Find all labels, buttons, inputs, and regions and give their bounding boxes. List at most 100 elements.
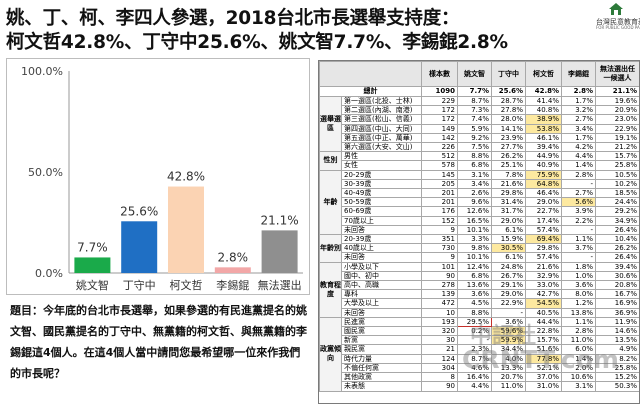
table-cell: 730 [421,243,458,254]
table-cell: 3.6% [457,289,492,300]
table-cell: 1.7% [561,95,596,107]
table-cell: 30.5% [491,243,526,254]
table-cell: 31.0% [525,381,562,392]
table-cell: 3.1% [457,169,492,180]
table-header-cell: 無法選出任一候選人 [595,61,639,87]
table-cell: 8.8% [457,151,492,162]
table-cell: 10 [421,307,458,318]
table-cell: 152 [421,215,458,226]
table-cell: 16.5% [457,215,492,226]
table-cell: 30 [421,335,458,346]
table-cell: 21.6% [491,178,526,190]
table-cell: - [561,178,596,190]
table-cell: 64.8% [525,178,562,190]
table-cell: 3.6% [561,280,596,291]
table-cell: 54.5% [525,298,562,309]
page-title-line2: 柯文哲42.8%、丁守中25.6%、姚文智7.7%、李錫錕2.8% [6,32,508,53]
table-cell: 6.8% [457,160,492,171]
table-cell: 7.3% [457,105,492,116]
table-cell-label: 30-39歲 [341,178,422,190]
table-cell: 29.2% [595,206,639,217]
table-cell: 10.4% [595,234,639,245]
table-cell: 21.6% [525,261,562,272]
table-cell-label: 親民黨 [341,344,422,355]
table-cell: 4.5% [457,298,492,309]
table-cell: 172 [421,105,458,116]
watermark-line2: CRNTT.com [462,345,619,374]
table-cell: 1.4% [561,160,596,171]
table-row: 時代力量 124 8.7% 4.0% 77.8% 1.4% 8.2% [320,353,639,364]
table-row: 未回答 9 10.1% 6.1% 57.4% -26.4% [320,224,639,236]
table-row: 親民黨 21 2.3% 34.4% 51.6% 6.0% 4.9% [320,344,639,355]
watermark-line1: 中評社 [470,324,537,349]
table-cell-label: 40-49歲 [341,188,422,199]
table-row: 第三選區(松山、信義) 172 7.4% 28.0% 38.9% 2.7% 23.0% [320,114,639,125]
table-cell-label: 第六選區(大安、文山) [341,142,422,153]
bar-value-label: 7.7% [77,240,108,254]
table-cell: 3.9% [561,206,596,217]
table-row: 60-69歲 176 12.6% 31.7% 22.7% 3.9% 29.2% [320,206,639,217]
table-cell: 3.7% [561,243,596,254]
table-cell-label: 未表態 [341,381,422,392]
table-cell: 8.8% [457,307,492,318]
table-cell: 5.6% [561,197,596,208]
bar [214,267,251,273]
table-cell: 28.0% [491,114,526,125]
table-cell: 90 [421,381,458,392]
table-cell: 50.3% [595,381,639,392]
table-cell: 25.8% [595,362,639,374]
table-cell: 5.9% [457,123,492,134]
table-cell-label: 60-69歲 [341,206,422,217]
table-cell: 30.6% [595,270,639,282]
table-cell-label: 民進黨 [341,316,422,328]
table-header-cell: 柯文哲 [525,61,562,87]
table-cell: 14.1% [491,123,526,134]
table-cell: 32.9% [525,270,562,282]
table-cell-label: 第四選區(中山、大同) [341,123,422,134]
table-row: 國中、初中 90 6.8% 26.7% 32.9% 1.0% 30.6% [320,270,639,282]
table-cell: 22.7% [525,206,562,217]
table-cell: 29.0% [491,289,526,300]
table-row: 女性 578 6.8% 25.1% 40.9% 1.4% 25.8% [320,160,639,171]
table-cell: 320 [421,326,458,337]
table-header-cell [319,61,422,87]
table-cell: - [561,224,596,236]
logo: 台灣民意教育基金會 FOR PUBLIC GOOD PARTY [596,2,640,30]
table-cell: 69.4% [525,234,562,245]
table-cell: 25.8% [595,160,639,171]
table-row: 未表態 90 4.4% 11.0% 31.0% 3.1% 50.3% [320,381,639,392]
table-cell: 46.4% [525,188,562,199]
table-cell: 3.4% [561,123,596,134]
table-row: 年齡 20-29歲 145 3.1% 7.8% 75.9% 2.8% 10.5% [319,169,639,236]
table-cell: 278 [421,280,458,291]
table-row: 高中、高職 278 13.6% 29.1% 33.0% 3.6% 20.8% [320,280,639,291]
table-cell: 26.4% [595,252,639,263]
table-cell: 10.5% [595,169,639,180]
table-cell: 36.9% [595,307,639,318]
table-cell: 33.0% [525,280,562,291]
table-row: 未回答 10 8.8% -40.5% 13.8% 36.9% [320,307,639,318]
table-header-cell: 李錫錕 [561,61,596,87]
table-cell: 2.7% [561,114,596,125]
table-cell: 1.2% [561,298,596,309]
table-cell: 9.8% [457,243,492,254]
table-cell-label: 第三選區(松山、信義) [341,114,422,125]
x-category-label: 丁守中 [123,278,156,292]
table-cell: 26.2% [595,243,639,254]
table-cell: 25.1% [491,160,526,171]
table-cell: 40.5% [525,307,562,318]
table-cell: 8.7% [457,95,492,107]
table-cell: 42.8% [525,86,562,97]
table-cell-label: 70歲以上 [341,215,422,226]
table-cell: 15.9% [491,234,526,245]
y-tick-label: 50.0% [28,166,63,179]
table-cell: 27.8% [491,105,526,116]
table-group-label: 性別 [319,151,342,171]
logo-subtext: FOR PUBLIC GOOD PARTY [596,25,640,30]
table-cell: 19.1% [595,132,639,144]
table-cell: 142 [421,132,458,144]
table-cell-label: 男性 [341,151,422,162]
table-cell: 20.8% [595,280,639,291]
table-group-label: 年齡 [319,169,342,236]
table-cell-label: 女性 [341,160,422,171]
